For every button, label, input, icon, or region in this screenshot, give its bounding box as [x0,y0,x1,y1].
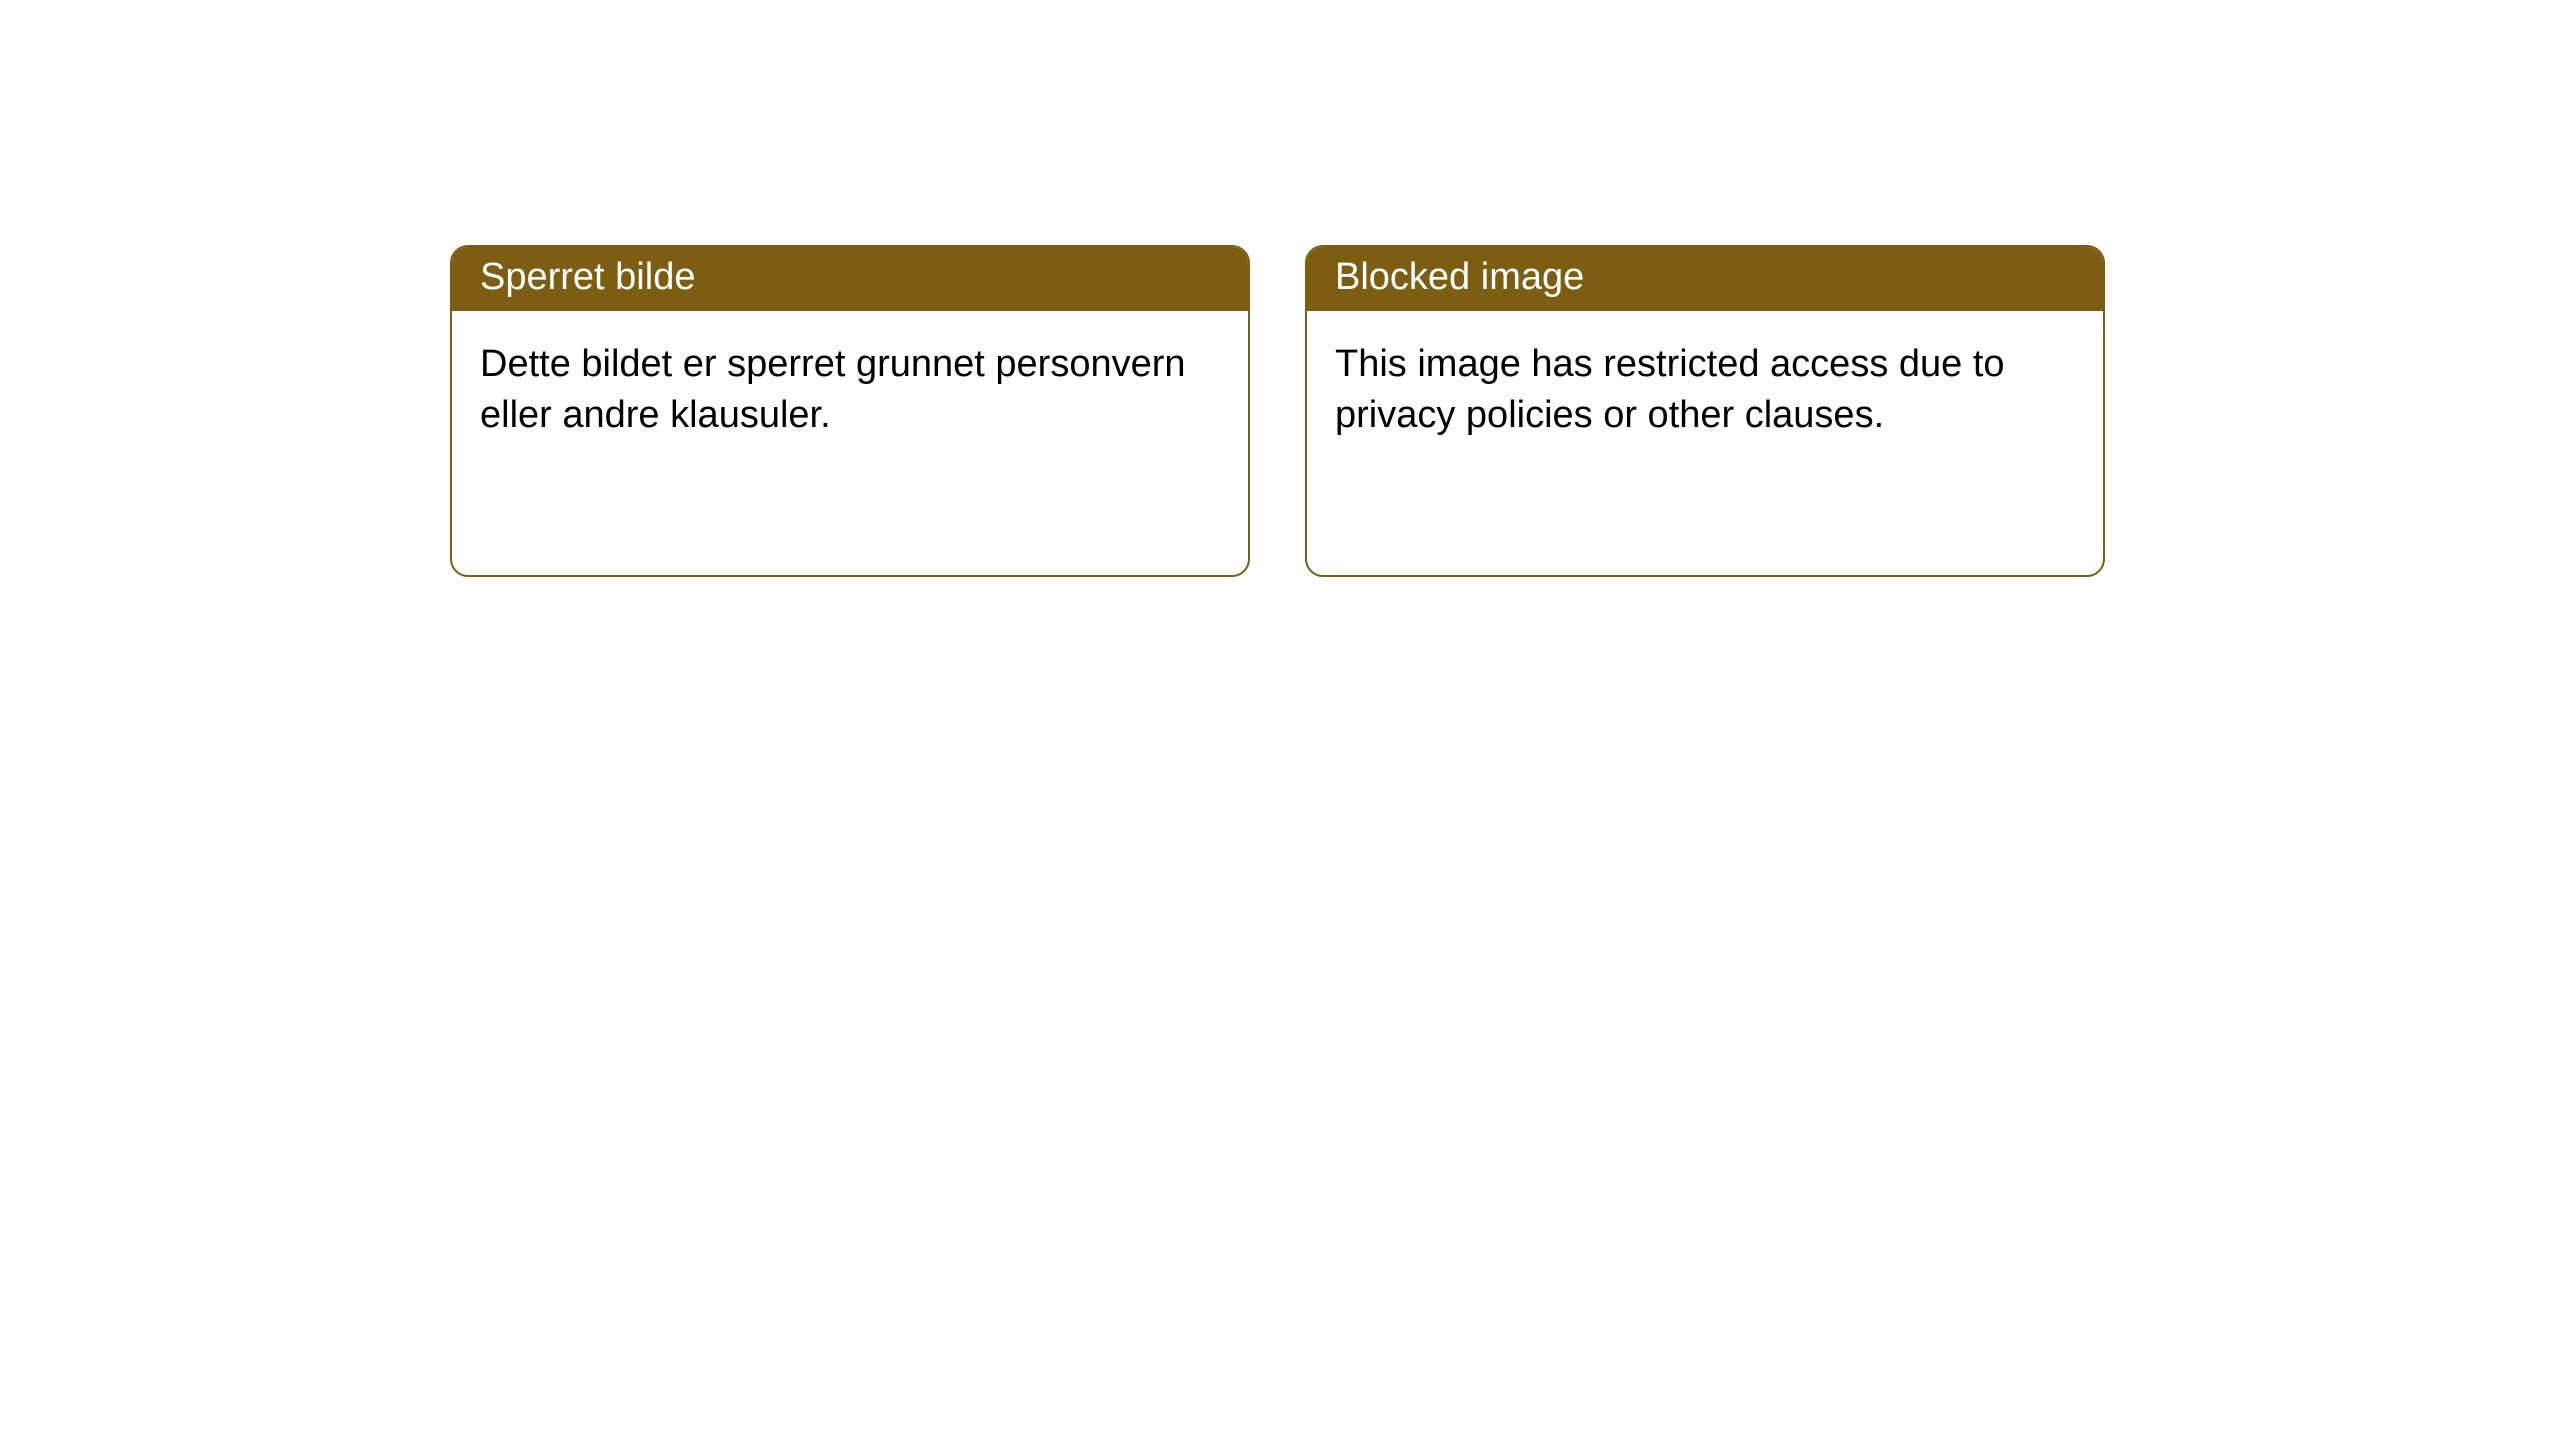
notice-card-english: Blocked image This image has restricted … [1305,245,2105,577]
notice-header: Blocked image [1307,247,2103,311]
notice-body: This image has restricted access due to … [1307,311,2103,470]
notice-card-norwegian: Sperret bilde Dette bildet er sperret gr… [450,245,1250,577]
notice-container: Sperret bilde Dette bildet er sperret gr… [0,0,2560,577]
notice-header: Sperret bilde [452,247,1248,311]
notice-body: Dette bildet er sperret grunnet personve… [452,311,1248,470]
